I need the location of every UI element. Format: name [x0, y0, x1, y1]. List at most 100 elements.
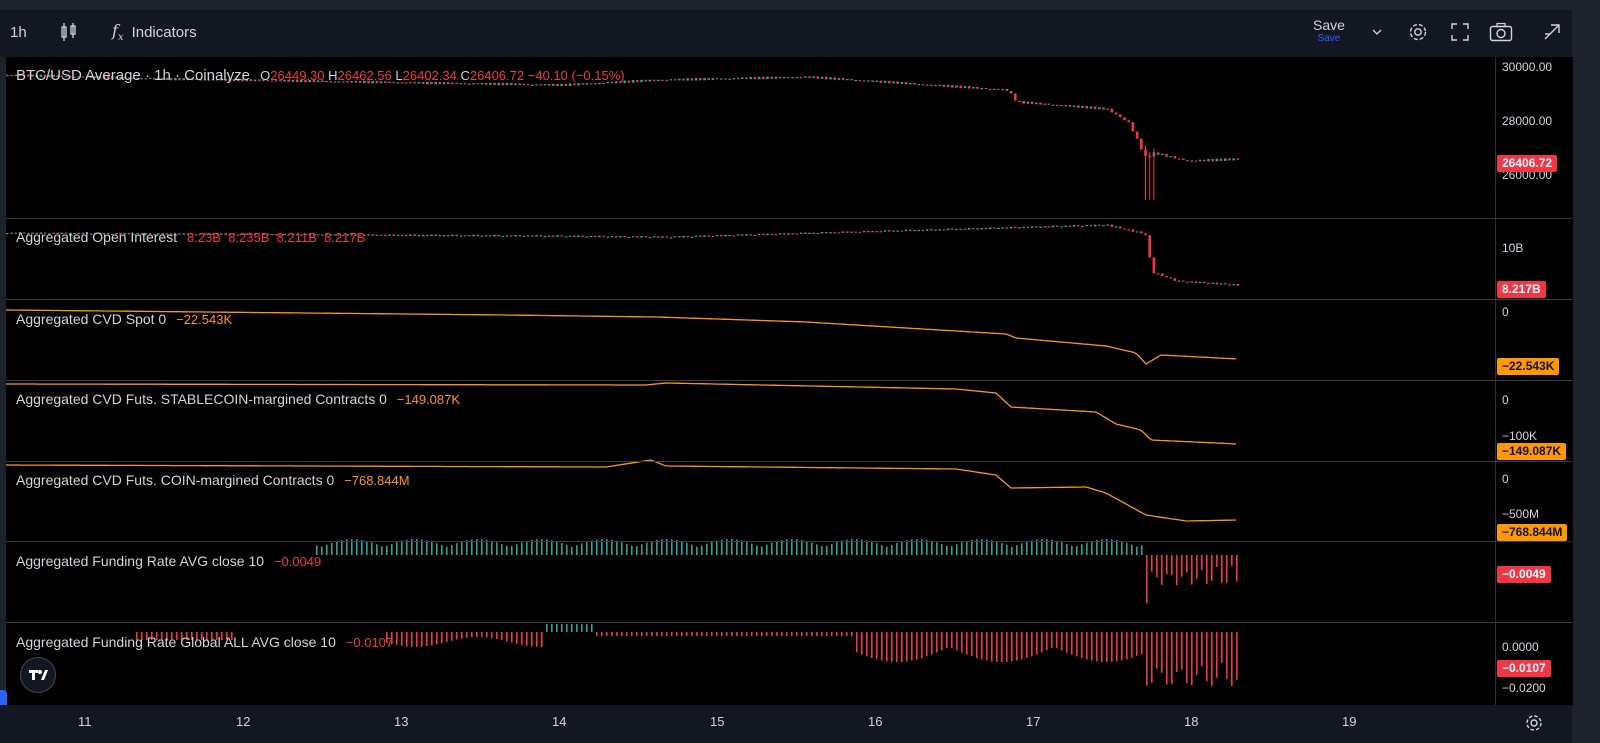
- oi-candle: [220, 233, 223, 235]
- price-candle: [447, 82, 450, 85]
- pane-separator[interactable]: [6, 461, 1572, 462]
- pane-separator[interactable]: [6, 541, 1572, 542]
- chart-plot[interactable]: [6, 57, 1495, 705]
- price-candle: [1106, 108, 1109, 110]
- interval-button[interactable]: 1h: [10, 10, 27, 54]
- price-candle: [1211, 159, 1214, 162]
- price-candle: [106, 76, 110, 79]
- funding-global-bar: [526, 632, 528, 646]
- price-candle: [476, 83, 479, 85]
- price-candle: [1005, 88, 1009, 91]
- funding-global-bar: [1096, 632, 1098, 662]
- oi-candle: [1119, 226, 1122, 229]
- funding-bar: [1121, 541, 1123, 555]
- funding-global-bar: [876, 632, 878, 660]
- price-candle: [409, 82, 412, 84]
- funding-bar: [436, 543, 438, 555]
- settings-button[interactable]: [1407, 10, 1429, 54]
- price-candle: [602, 82, 605, 85]
- oi-candle: [598, 235, 601, 238]
- funding-global-bar: [141, 632, 143, 640]
- funding-bar: [421, 539, 423, 555]
- pane-separator[interactable]: [6, 218, 1572, 219]
- price-candle: [1018, 100, 1021, 102]
- oi-candle: [18, 232, 22, 234]
- price-candle: [266, 80, 269, 82]
- publish-button[interactable]: [1542, 10, 1562, 54]
- chart-type-button[interactable]: [60, 10, 78, 54]
- oi-candle: [753, 234, 757, 237]
- price-candle: [211, 79, 215, 81]
- oi-candle: [258, 234, 261, 236]
- funding-global-bar: [1151, 632, 1153, 683]
- funding-global-bar: [721, 632, 723, 636]
- funding-global-bar: [676, 632, 678, 636]
- oi-candle: [720, 234, 723, 237]
- funding-global-bar: [796, 632, 798, 636]
- axis-tick: 0: [1502, 393, 1509, 407]
- axis-tick: 28000.00: [1502, 114, 1553, 128]
- price-candle: [342, 81, 345, 83]
- price-candle: [673, 79, 677, 81]
- time-tick: 13: [394, 714, 409, 729]
- price-candle: [1177, 158, 1181, 160]
- price-candle: [564, 83, 568, 87]
- indicators-button[interactable]: fx Indicators: [112, 10, 197, 54]
- cvd-spot-legend: Aggregated CVD Spot 0 −22.543K: [16, 311, 232, 327]
- funding-bar: [571, 546, 573, 555]
- funding-global-bar: [701, 632, 703, 636]
- oi-candle: [505, 235, 509, 237]
- oi-candle: [862, 230, 866, 233]
- tradingview-logo[interactable]: [20, 657, 56, 693]
- oi-candle: [581, 235, 584, 237]
- funding-global-bar: [851, 632, 853, 636]
- oi-candle: [736, 234, 740, 236]
- price-candle: [820, 76, 824, 79]
- price-candle: [573, 83, 576, 86]
- price-candle: [1102, 107, 1105, 110]
- oi-candle: [1224, 283, 1227, 285]
- oi-candle: [52, 232, 55, 234]
- pane-separator[interactable]: [6, 622, 1572, 623]
- price-candle: [917, 83, 920, 86]
- funding-bar: [406, 539, 408, 555]
- save-button[interactable]: Save Save: [1313, 10, 1345, 54]
- price-candle: [1043, 103, 1046, 105]
- save-menu-button[interactable]: [1371, 10, 1383, 54]
- oi-candle: [169, 233, 173, 235]
- cvd-stable-title: Aggregated CVD Futs. STABLECOIN-margined…: [16, 391, 387, 407]
- price-candle: [787, 76, 790, 79]
- chart-area[interactable]: [6, 57, 1572, 705]
- oi-candle: [1093, 224, 1097, 227]
- fullscreen-button[interactable]: [1450, 10, 1470, 54]
- funding-global-bar: [826, 632, 828, 636]
- price-candle: [48, 74, 51, 78]
- funding-bar: [1046, 539, 1048, 555]
- price-candle: [270, 80, 274, 82]
- funding-bar: [1156, 555, 1158, 578]
- pane-separator[interactable]: [6, 380, 1572, 381]
- oi-candle: [1114, 226, 1118, 228]
- funding-global-bar: [386, 632, 388, 643]
- oi-candle: [610, 235, 614, 238]
- price-candle: [686, 78, 689, 81]
- screenshot-button[interactable]: [1489, 10, 1513, 54]
- time-tick: 19: [1342, 714, 1357, 729]
- price-candle: [930, 84, 933, 86]
- funding-bar: [746, 541, 748, 555]
- price-candle: [199, 79, 202, 81]
- oi-candle: [909, 229, 912, 232]
- price-candle: [745, 77, 748, 80]
- oi-candle: [728, 234, 731, 237]
- price-candle: [711, 78, 715, 80]
- oi-candle: [1152, 257, 1156, 274]
- open-label: O: [260, 68, 271, 83]
- pane-separator[interactable]: [6, 299, 1572, 300]
- time-tick: 14: [552, 714, 567, 729]
- funding-bar: [871, 541, 873, 555]
- chart-settings-button[interactable]: [1524, 713, 1544, 738]
- funding-global-bar: [981, 632, 983, 660]
- axis-tick: −100K: [1502, 429, 1538, 443]
- funding-global-bar: [1071, 632, 1073, 655]
- time-axis[interactable]: 11 12 13 14 15 16 17 18 19: [0, 705, 1572, 743]
